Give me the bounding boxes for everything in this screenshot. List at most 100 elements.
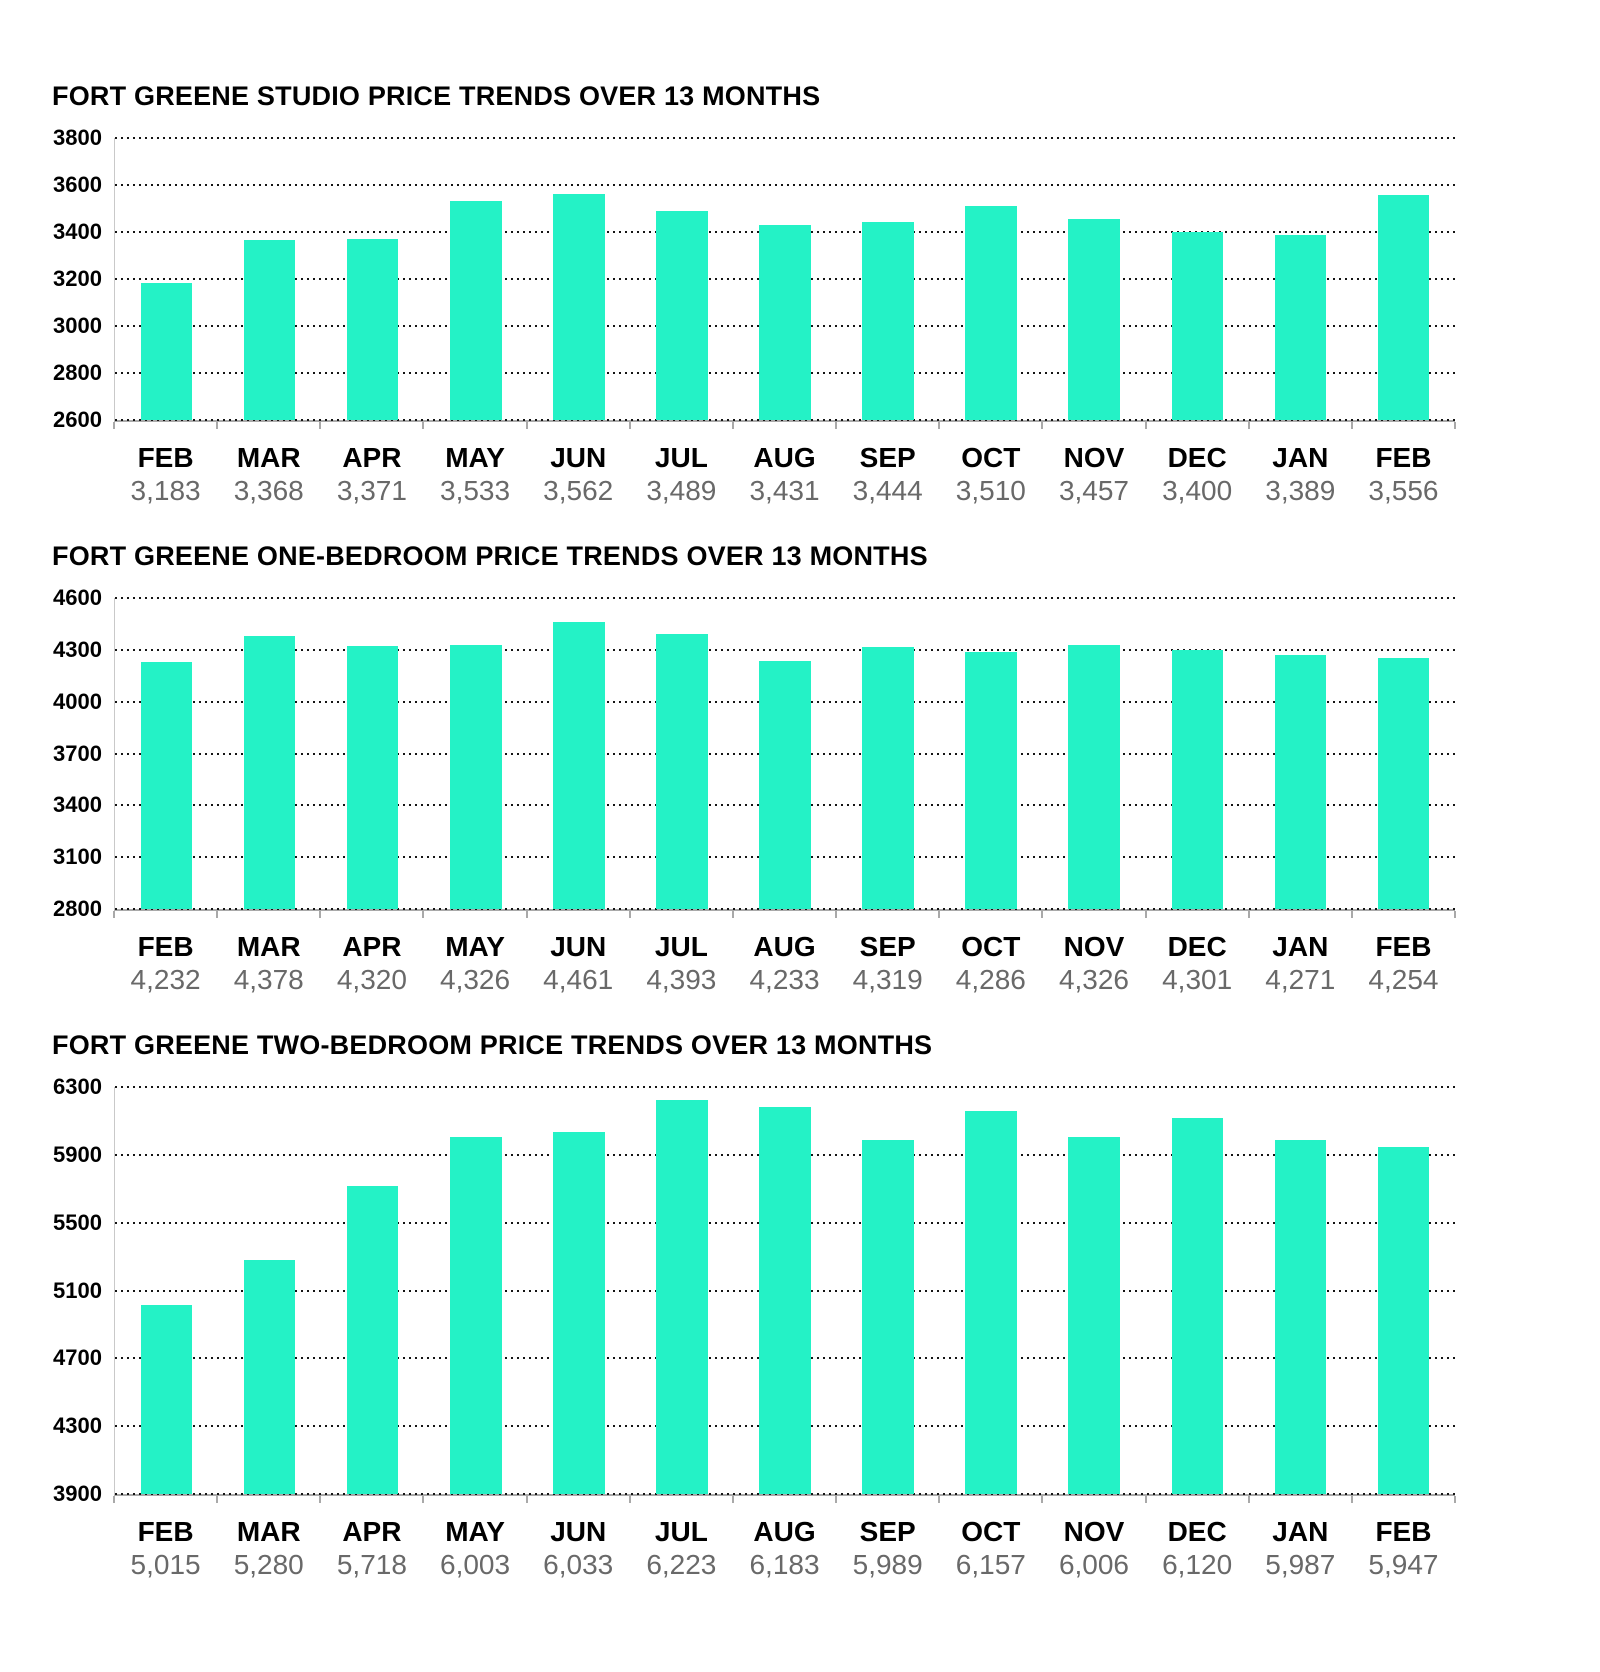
bar-jul-5: [656, 633, 708, 909]
bar-jun-4: [553, 1132, 605, 1494]
value-label: 5,987: [1265, 1549, 1336, 1580]
plot-area: [114, 1086, 1455, 1496]
x-axis-ticks: [113, 422, 1456, 430]
x-axis-item: APR 5,718: [320, 1516, 423, 1582]
axis-tick: [1041, 911, 1044, 918]
value-label: 5,989: [852, 1549, 923, 1580]
value-label: 4,301: [1162, 964, 1233, 995]
bar-feb-12: [1377, 195, 1430, 420]
axis-tick: [938, 1496, 941, 1503]
y-axis-label: 3100: [53, 844, 102, 870]
value-label: 4,461: [543, 964, 614, 995]
month-label: DEC: [1167, 1516, 1227, 1547]
x-axis-item: AUG 6,183: [733, 1516, 836, 1582]
month-label: APR: [342, 1516, 402, 1547]
x-axis-item: OCT 3,510: [939, 442, 1042, 508]
value-label: 4,326: [440, 964, 511, 995]
y-axis-label: 4600: [53, 585, 102, 610]
month-label: NOV: [1063, 1516, 1125, 1547]
month-label: FEB: [137, 1516, 194, 1547]
value-label: 3,431: [749, 475, 820, 506]
month-label: APR: [342, 442, 402, 473]
bar-nov-9: [1068, 645, 1120, 909]
x-axis-labels: FEB 3,183 MAR 3,368 APR 3,371 MAY 3,533 JUN 3,562…: [114, 442, 1455, 508]
month-label: MAY: [445, 442, 505, 473]
month-label: MAY: [445, 1516, 505, 1547]
bar-feb-0: [140, 661, 193, 909]
chart-title: FORT GREENE STUDIO PRICE TRENDS OVER 13 …: [52, 81, 821, 111]
y-axis-label: 3400: [53, 792, 102, 818]
value-label: 5,015: [130, 1549, 201, 1580]
bar-dec-10: [1171, 1117, 1224, 1494]
bar-oct-8: [965, 652, 1017, 909]
axis-tick: [113, 1496, 115, 1503]
month-label: JAN: [1272, 931, 1329, 962]
bar-jan-11: [1274, 234, 1327, 420]
plot-column: FEB 4,232 MAR 4,378 APR 4,320 MAY 4,326 JUN 4,461…: [113, 597, 1456, 997]
value-label: 4,326: [1058, 964, 1130, 995]
value-label: 3,368: [233, 475, 304, 506]
value-label: 4,393: [646, 964, 717, 995]
bar-oct-8: [965, 1111, 1017, 1494]
value-label: 4,286: [955, 964, 1026, 995]
month-label: MAR: [236, 442, 301, 473]
month-label: JUN: [550, 442, 607, 473]
y-axis: 4600 4300 4000 3700 3400 3100 2800: [50, 585, 102, 921]
y-axis-label: 5500: [53, 1209, 102, 1235]
value-label: 6,003: [440, 1549, 511, 1580]
plot-row: 4600 4300 4000 3700 3400 3100 2800 FEB 4,232 MAR…: [50, 585, 1456, 997]
gridline: [115, 648, 1455, 651]
month-label: FEB: [1375, 931, 1432, 962]
bar-nov-9: [1068, 218, 1120, 420]
axis-tick: [1454, 1496, 1456, 1503]
axis-tick: [1350, 911, 1353, 918]
value-label: 3,371: [336, 475, 407, 506]
value-label: 4,254: [1368, 964, 1439, 995]
x-axis-item: JUN 3,562: [527, 442, 630, 508]
x-axis-ticks: [113, 1496, 1456, 1504]
bar-apr-2: [346, 238, 399, 420]
axis-tick: [731, 911, 734, 918]
axis-tick: [731, 422, 734, 429]
bar-feb-12: [1377, 1146, 1430, 1494]
axis-tick: [938, 422, 941, 429]
y-axis-label: 3700: [53, 740, 102, 766]
axis-tick: [1247, 1496, 1250, 1503]
axis-tick: [1144, 911, 1147, 918]
axis-tick: [938, 911, 941, 918]
axis-tick: [731, 1496, 734, 1503]
axis-tick: [422, 422, 425, 429]
value-label: 4,378: [233, 964, 304, 995]
axis-tick: [835, 911, 838, 918]
axis-tick: [628, 1496, 631, 1503]
month-label: AUG: [753, 1516, 816, 1547]
axis-tick: [1041, 1496, 1044, 1503]
x-axis-item: JUL 6,223: [630, 1516, 733, 1582]
value-label: 4,320: [336, 964, 407, 995]
bar-nov-9: [1068, 1136, 1120, 1494]
x-axis-item: DEC 4,301: [1146, 931, 1249, 997]
x-axis-item: FEB 3,556: [1352, 442, 1455, 508]
y-axis-label: 3600: [53, 172, 102, 197]
axis-tick: [1247, 422, 1250, 429]
y-axis-label: 3900: [53, 1481, 102, 1506]
x-axis-item: FEB 4,232: [114, 931, 217, 997]
month-label: FEB: [1375, 442, 1432, 473]
axis-tick: [835, 1496, 838, 1503]
value-label: 3,556: [1368, 475, 1439, 506]
bar-sep-7: [862, 221, 914, 420]
value-label: 5,280: [233, 1549, 304, 1580]
value-label: 6,157: [955, 1549, 1026, 1580]
x-axis-item: JAN 5,987: [1249, 1516, 1352, 1582]
studio-price-chart: FORT GREENE STUDIO PRICE TRENDS OVER 13 …: [50, 80, 1456, 508]
x-axis-item: MAR 3,368: [217, 442, 320, 508]
x-axis-item: SEP 5,989: [836, 1516, 939, 1582]
axis-tick: [319, 422, 322, 429]
month-label: SEP: [859, 442, 916, 473]
axis-tick: [1350, 1496, 1353, 1503]
bar-mar-1: [243, 239, 296, 420]
axis-tick: [113, 911, 115, 918]
axis-tick: [1350, 422, 1353, 429]
plot-area: [114, 597, 1455, 911]
value-label: 6,120: [1162, 1549, 1233, 1580]
